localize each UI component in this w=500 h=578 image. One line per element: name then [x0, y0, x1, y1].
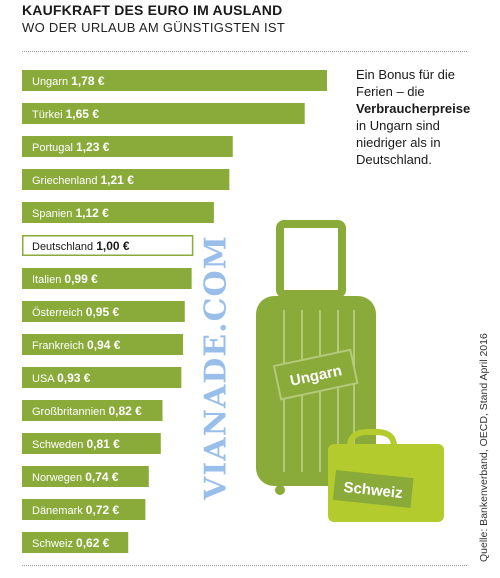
- bar-label-spanien: Spanien 1,12 €: [32, 206, 109, 220]
- category-label: Norwegen: [32, 472, 85, 484]
- value-label: 0,74 €: [85, 470, 119, 484]
- category-label: Großbritannien: [32, 406, 108, 418]
- category-label: USA: [32, 373, 57, 385]
- value-label: 0,72 €: [86, 503, 120, 517]
- category-label: Ungarn: [32, 76, 71, 88]
- bar-usa: [22, 367, 182, 388]
- bar-label-deutschland: Deutschland 1,00 €: [32, 239, 130, 253]
- bar-label-usa: USA 0,93 €: [32, 371, 91, 385]
- watermark: VIANADE.COM: [198, 235, 234, 501]
- category-label: Italien: [32, 274, 64, 286]
- bar-label-türkei: Türkei 1,65 €: [32, 107, 99, 121]
- category-label: Türkei: [32, 109, 66, 121]
- category-label: Schweden: [32, 439, 86, 451]
- luggage-illustration: Ungarn Schweiz: [256, 220, 444, 522]
- value-label: 1,23 €: [76, 140, 110, 154]
- value-label: 0,62 €: [76, 536, 110, 550]
- category-label: Österreich: [32, 307, 86, 319]
- value-label: 1,78 €: [71, 74, 105, 88]
- bar-schweiz: [22, 532, 129, 553]
- bar-großbritannien: [22, 400, 163, 421]
- bar-label-ungarn: Ungarn 1,78 €: [32, 74, 105, 88]
- category-label: Griechenland: [32, 175, 101, 187]
- bar-norwegen: [22, 466, 149, 487]
- category-label: Schweiz: [32, 538, 76, 550]
- suitcase-wheel-left: [275, 485, 285, 495]
- bar-label-portugal: Portugal 1,23 €: [32, 140, 110, 154]
- bar-label-frankreich: Frankreich 0,94 €: [32, 338, 121, 352]
- note-text-bold: Verbraucherpreise: [356, 101, 471, 116]
- value-label: 1,21 €: [101, 173, 135, 187]
- bottom-divider: [22, 565, 467, 566]
- annotation-note: Ein Bonus für die Ferien – die Verbrauch…: [356, 66, 476, 168]
- value-label: 0,93 €: [57, 371, 91, 385]
- top-divider: [22, 51, 467, 52]
- value-label: 1,00 €: [96, 239, 130, 253]
- bar-italien: [22, 268, 192, 289]
- bar-schweden: [22, 433, 161, 454]
- category-label: Portugal: [32, 142, 76, 154]
- bar-österreich: [22, 301, 185, 322]
- bar-label-schweiz: Schweiz 0,62 €: [32, 536, 110, 550]
- tag-ungarn: Ungarn: [272, 348, 359, 401]
- bar-label-dänemark: Dänemark 0,72 €: [32, 503, 119, 517]
- chart-subtitle: WO DER URLAUB AM GÜNSTIGSTEN IST: [22, 20, 286, 35]
- bar-label-italien: Italien 0,99 €: [32, 272, 98, 286]
- bar-dänemark: [22, 499, 146, 520]
- bar-türkei: [22, 103, 305, 124]
- category-label: Dänemark: [32, 505, 86, 517]
- tag-schweiz-label: Schweiz: [343, 479, 404, 502]
- bar-label-großbritannien: Großbritannien 0,82 €: [32, 404, 142, 418]
- note-text-2: in Ungarn sind niedriger als in Deutschl…: [356, 118, 441, 167]
- value-label: 1,65 €: [66, 107, 100, 121]
- suitcase-handle: [276, 220, 346, 298]
- category-label: Frankreich: [32, 340, 87, 352]
- bar-label-österreich: Österreich 0,95 €: [32, 305, 119, 319]
- bar-label-griechenland: Griechenland 1,21 €: [32, 173, 134, 187]
- value-label: 0,94 €: [87, 338, 121, 352]
- value-label: 0,95 €: [86, 305, 120, 319]
- bar-ungarn: [22, 70, 327, 91]
- bar-frankreich: [22, 334, 184, 355]
- bar-label-norwegen: Norwegen 0,74 €: [32, 470, 119, 484]
- bar-chart: Ungarn 1,78 € Türkei 1,65 € Portugal 1,23 …: [22, 70, 327, 553]
- category-label: Deutschland: [32, 241, 96, 253]
- bar-spanien: [22, 202, 214, 223]
- bar-label-schweden: Schweden 0,81 €: [32, 437, 120, 451]
- category-label: Spanien: [32, 208, 75, 220]
- source-note: Quelle: Bankenverband, OECD, Stand April…: [478, 333, 490, 562]
- bar-griechenland: [22, 169, 230, 190]
- value-label: 0,81 €: [86, 437, 120, 451]
- note-text-1: Ein Bonus für die Ferien – die: [356, 67, 456, 99]
- value-label: 0,99 €: [64, 272, 98, 286]
- value-label: 1,12 €: [75, 206, 109, 220]
- value-label: 0,82 €: [108, 404, 142, 418]
- bar-deutschland: [22, 235, 194, 256]
- bar-portugal: [22, 136, 233, 157]
- chart-title: KAUFKRAFT DES EURO IM AUSLAND: [22, 2, 283, 18]
- bag-schweiz: Schweiz: [328, 429, 444, 522]
